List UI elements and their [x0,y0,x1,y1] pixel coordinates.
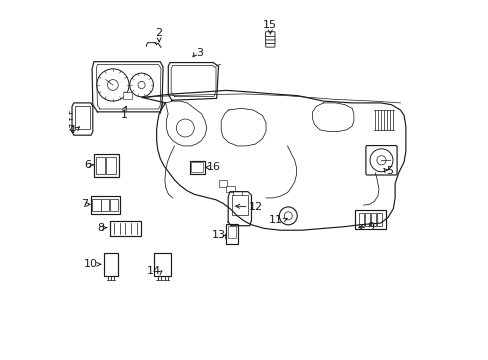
FancyBboxPatch shape [226,224,237,244]
Text: 14: 14 [147,266,161,276]
FancyBboxPatch shape [110,221,141,236]
FancyBboxPatch shape [365,145,396,175]
FancyBboxPatch shape [110,199,118,211]
Text: 9: 9 [366,222,373,232]
FancyBboxPatch shape [265,32,274,36]
FancyBboxPatch shape [359,212,364,226]
Text: 16: 16 [206,162,221,172]
Text: 6: 6 [84,160,91,170]
Text: 11: 11 [269,215,283,225]
FancyBboxPatch shape [106,157,115,174]
FancyBboxPatch shape [191,162,203,172]
FancyBboxPatch shape [75,105,89,129]
Text: 13: 13 [211,230,225,239]
Text: 8: 8 [97,223,104,233]
FancyBboxPatch shape [90,197,120,214]
FancyBboxPatch shape [122,92,131,99]
FancyBboxPatch shape [265,39,274,44]
Text: 7: 7 [81,199,88,210]
FancyBboxPatch shape [265,35,274,40]
FancyBboxPatch shape [231,195,247,215]
FancyBboxPatch shape [96,157,105,174]
FancyBboxPatch shape [189,161,204,174]
Text: 5: 5 [386,166,392,176]
FancyBboxPatch shape [101,199,109,211]
Text: 2: 2 [155,28,163,39]
FancyBboxPatch shape [94,154,119,177]
FancyBboxPatch shape [154,253,171,276]
FancyBboxPatch shape [365,212,369,226]
FancyBboxPatch shape [265,42,274,47]
FancyBboxPatch shape [370,212,375,226]
FancyBboxPatch shape [227,226,235,238]
Text: 1: 1 [121,110,127,120]
Text: 3: 3 [196,48,203,58]
FancyBboxPatch shape [218,180,227,187]
FancyBboxPatch shape [225,186,234,192]
Text: 15: 15 [263,20,277,30]
Text: 10: 10 [83,259,97,269]
FancyBboxPatch shape [92,199,101,211]
FancyBboxPatch shape [355,210,385,229]
FancyBboxPatch shape [232,191,241,198]
Text: 4: 4 [69,125,76,135]
FancyBboxPatch shape [104,253,118,276]
Text: 12: 12 [248,202,263,212]
FancyBboxPatch shape [376,212,382,226]
